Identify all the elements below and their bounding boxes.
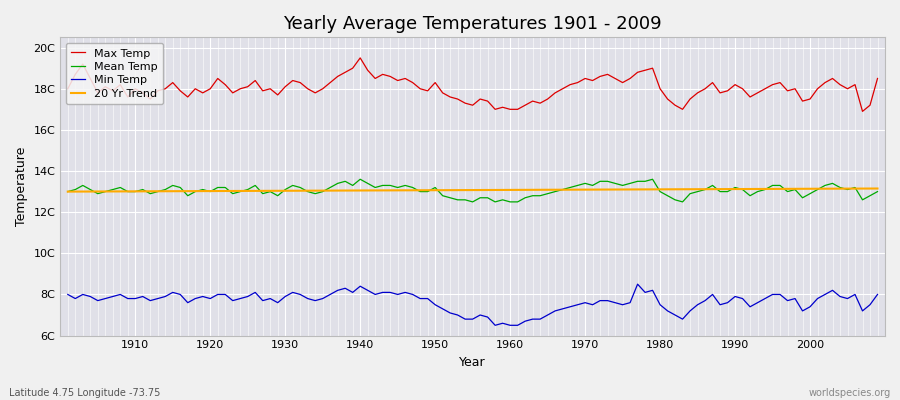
Line: Mean Temp: Mean Temp <box>68 179 878 202</box>
Max Temp <box>872 76 883 81</box>
Mean Temp <box>62 189 73 194</box>
Y-axis label: Temperature: Temperature <box>15 147 28 226</box>
Max Temp <box>332 74 343 79</box>
Mean Temp <box>355 177 365 182</box>
Max Temp <box>602 72 613 77</box>
Mean Temp <box>467 200 478 204</box>
Mean Temp <box>287 183 298 188</box>
Max Temp <box>122 94 133 99</box>
Min Temp <box>332 288 343 293</box>
Title: Yearly Average Temperatures 1901 - 2009: Yearly Average Temperatures 1901 - 2009 <box>284 15 662 33</box>
Mean Temp <box>519 195 530 200</box>
Min Temp <box>602 298 613 303</box>
Min Temp <box>632 282 643 286</box>
Mean Temp <box>872 189 883 194</box>
Line: Min Temp: Min Temp <box>68 284 878 325</box>
Mean Temp <box>609 181 620 186</box>
Min Temp <box>62 292 73 297</box>
Max Temp <box>287 78 298 83</box>
Max Temp <box>857 109 868 114</box>
Mean Temp <box>332 181 343 186</box>
Min Temp <box>512 323 523 328</box>
Min Temp <box>490 323 500 328</box>
X-axis label: Year: Year <box>459 356 486 369</box>
Max Temp <box>512 107 523 112</box>
Text: Latitude 4.75 Longitude -73.75: Latitude 4.75 Longitude -73.75 <box>9 388 160 398</box>
Mean Temp <box>512 200 523 204</box>
Line: Max Temp: Max Temp <box>68 58 878 111</box>
Min Temp <box>122 296 133 301</box>
Max Temp <box>355 56 365 60</box>
Mean Temp <box>122 189 133 194</box>
Max Temp <box>505 107 516 112</box>
Min Temp <box>872 292 883 297</box>
Text: worldspecies.org: worldspecies.org <box>809 388 891 398</box>
Max Temp <box>62 86 73 91</box>
Legend: Max Temp, Mean Temp, Min Temp, 20 Yr Trend: Max Temp, Mean Temp, Min Temp, 20 Yr Tre… <box>66 43 163 104</box>
Min Temp <box>505 323 516 328</box>
Min Temp <box>287 290 298 295</box>
